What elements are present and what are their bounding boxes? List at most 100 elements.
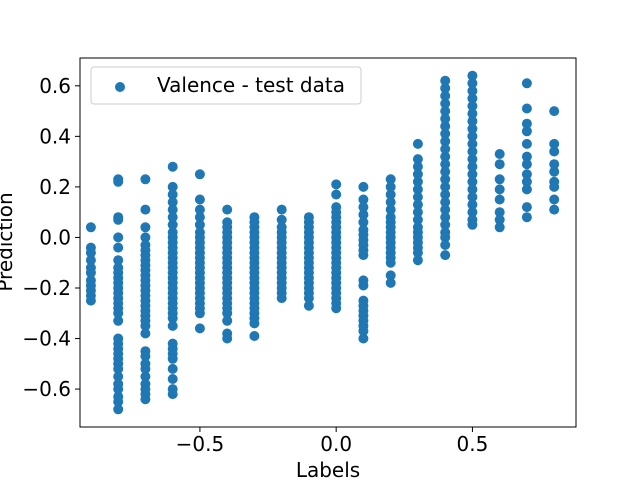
- data-point: [194, 212, 205, 223]
- data-point: [521, 176, 532, 187]
- data-point: [440, 113, 451, 124]
- data-point: [549, 106, 560, 117]
- data-point: [494, 149, 505, 159]
- data-point: [167, 204, 178, 215]
- data-point: [358, 209, 369, 220]
- data-point: [467, 123, 478, 134]
- x-axis: −0.5 0.0 0.5: [176, 427, 489, 456]
- data-point: [467, 219, 478, 230]
- data-point: [467, 131, 478, 142]
- data-point: [549, 194, 560, 205]
- data-point: [385, 189, 396, 200]
- data-point: [303, 293, 314, 304]
- data-point: [358, 326, 369, 336]
- x-axis-label: Labels: [296, 458, 360, 480]
- data-point: [167, 320, 178, 331]
- data-point: [521, 202, 532, 213]
- y-tick-label: −0.2: [22, 276, 71, 300]
- data-point: [412, 207, 423, 218]
- data-point: [385, 204, 396, 215]
- y-axis-label: Prediction: [0, 192, 17, 291]
- data-point: [467, 207, 478, 218]
- data-point: [494, 214, 505, 225]
- data-point: [222, 204, 233, 215]
- data-point: [249, 331, 260, 341]
- data-point: [85, 267, 96, 278]
- y-tick-label: 0.2: [39, 175, 71, 199]
- data-point: [440, 250, 451, 261]
- data-point: [549, 159, 560, 170]
- data-point: [140, 351, 151, 362]
- data-point: [521, 103, 532, 114]
- data-point: [467, 116, 478, 127]
- data-point: [331, 189, 342, 200]
- data-point: [113, 308, 124, 319]
- data-point: [521, 212, 532, 223]
- data-point: [385, 270, 396, 281]
- data-point: [521, 151, 532, 162]
- data-point: [440, 159, 451, 170]
- data-point: [521, 118, 532, 129]
- data-point: [358, 250, 369, 261]
- data-point: [113, 232, 124, 243]
- legend: Valence - test data: [90, 66, 362, 105]
- data-point: [412, 169, 423, 180]
- data-point: [113, 363, 124, 374]
- data-point: [113, 242, 124, 253]
- data-point: [385, 197, 396, 208]
- data-point: [85, 255, 96, 266]
- data-point: [140, 320, 151, 331]
- data-point: [440, 166, 451, 177]
- data-point: [358, 333, 369, 344]
- data-point: [412, 247, 423, 258]
- data-point: [467, 154, 478, 165]
- data-point: [167, 212, 178, 223]
- y-tick-label: 0.4: [39, 124, 71, 148]
- data-point: [494, 174, 505, 185]
- data-point: [113, 315, 124, 326]
- x-tick-label: −0.5: [176, 432, 225, 456]
- data-point: [194, 323, 205, 334]
- data-point: [167, 374, 178, 384]
- data-point: [385, 174, 396, 185]
- plot-frame: [79, 57, 577, 428]
- data-point: [467, 199, 478, 210]
- data-point: [440, 128, 451, 139]
- data-point: [521, 138, 532, 149]
- data-point: [440, 212, 451, 223]
- data-point: [412, 161, 423, 172]
- x-tick-label: 0.5: [457, 432, 489, 456]
- data-point: [521, 126, 532, 137]
- data-point: [276, 214, 287, 225]
- data-point: [167, 181, 178, 192]
- data-point: [521, 159, 532, 170]
- x-tick-label: 0.0: [320, 432, 352, 456]
- data-point: [194, 169, 205, 180]
- data-point: [440, 144, 451, 154]
- data-point: [331, 179, 342, 190]
- data-point: [440, 232, 451, 243]
- data-point: [358, 280, 369, 291]
- data-point: [440, 197, 451, 208]
- data-point: [222, 315, 233, 326]
- data-point: [303, 300, 314, 311]
- data-point: [440, 83, 451, 94]
- data-point: [140, 232, 151, 243]
- data-point: [549, 138, 560, 149]
- data-point: [140, 371, 151, 382]
- data-point: [85, 295, 96, 306]
- data-point: [113, 176, 124, 187]
- data-point: [412, 214, 423, 225]
- data-point: [549, 146, 560, 157]
- data-point: [467, 192, 478, 202]
- data-point: [385, 277, 396, 288]
- data-point: [412, 176, 423, 187]
- data-point: [440, 75, 451, 86]
- data-point: [467, 146, 478, 157]
- data-point: [276, 293, 287, 304]
- data-point: [167, 389, 178, 400]
- data-point: [412, 184, 423, 195]
- data-point: [140, 394, 151, 405]
- data-point: [467, 78, 478, 89]
